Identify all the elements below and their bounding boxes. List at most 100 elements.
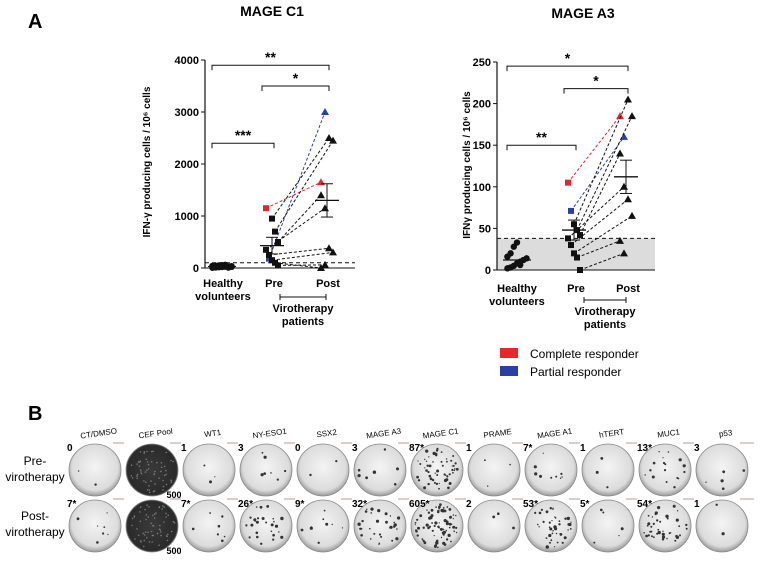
spot	[391, 539, 394, 542]
spot	[424, 458, 426, 461]
pre-point	[571, 250, 577, 257]
spot	[434, 521, 438, 525]
spot	[375, 519, 380, 523]
spot	[139, 520, 142, 523]
spot	[357, 522, 361, 526]
spot	[439, 527, 443, 531]
spot	[248, 536, 251, 539]
spot	[659, 520, 662, 523]
sig-bracket	[506, 144, 577, 151]
spot	[435, 452, 438, 456]
pair-line	[271, 137, 330, 219]
spot	[566, 516, 570, 521]
spot	[676, 510, 679, 512]
spot	[570, 521, 572, 523]
spot	[438, 482, 440, 485]
pair-line	[570, 136, 625, 212]
spot	[414, 524, 416, 526]
spot	[537, 523, 539, 526]
post-point	[329, 136, 337, 144]
spot	[142, 532, 144, 535]
spot	[137, 534, 140, 537]
pair-line	[268, 247, 330, 256]
spot	[136, 475, 138, 477]
spot-count: 5*	[580, 499, 590, 510]
spot	[106, 512, 108, 514]
spot	[165, 451, 167, 454]
spot	[647, 514, 650, 517]
elispot-well	[524, 499, 578, 553]
pre-point	[269, 215, 275, 222]
spot	[154, 470, 156, 473]
spot	[359, 527, 362, 530]
spot	[372, 470, 377, 474]
spot	[417, 526, 420, 530]
spot	[661, 532, 665, 536]
spot	[209, 512, 212, 514]
spot	[147, 531, 149, 534]
spot	[221, 539, 224, 543]
spot	[138, 465, 141, 467]
spot	[360, 534, 363, 537]
spot	[309, 526, 313, 530]
pair-line	[274, 140, 334, 232]
elispot-well	[467, 499, 521, 553]
spot	[364, 510, 368, 513]
spot	[721, 532, 725, 536]
y-tick-label: 1000	[175, 211, 199, 223]
spot-count: 1	[466, 443, 472, 454]
y-tick-label: 0	[193, 263, 199, 275]
spot	[656, 519, 659, 522]
spot	[163, 506, 165, 508]
spot	[540, 508, 544, 511]
spot	[663, 469, 667, 472]
spot	[445, 538, 449, 541]
spot	[393, 525, 396, 528]
spot	[452, 472, 454, 474]
spot	[170, 481, 173, 484]
spot	[144, 531, 147, 533]
spot	[94, 483, 97, 486]
spot	[569, 528, 572, 530]
spot	[423, 486, 427, 490]
spot	[260, 542, 263, 545]
spot	[673, 486, 676, 489]
spot	[270, 472, 272, 474]
spot	[452, 525, 456, 529]
chart-title: MAGE A3	[551, 5, 614, 21]
spot	[662, 457, 664, 459]
spot	[428, 464, 432, 468]
spot	[155, 512, 157, 514]
spot	[154, 483, 156, 485]
spot	[165, 483, 168, 486]
spot	[677, 477, 680, 480]
spot	[309, 473, 312, 477]
spot	[618, 535, 620, 537]
x-label-healthy-1: Healthy	[203, 278, 244, 290]
spot	[440, 536, 443, 539]
spot	[323, 509, 326, 512]
elispot-well	[239, 443, 293, 497]
spot	[553, 546, 556, 548]
elispot-well	[239, 499, 293, 553]
sig-bracket	[563, 88, 629, 94]
spot-count: 3	[352, 443, 358, 454]
spot	[437, 546, 439, 549]
spot	[357, 468, 361, 472]
spot	[416, 475, 419, 479]
y-axis-label: IFNγ producing cells / 10⁶ cells	[462, 91, 473, 239]
spot	[454, 468, 456, 470]
spot	[422, 539, 425, 543]
spot	[395, 537, 399, 541]
pair-line	[570, 198, 629, 246]
spot	[593, 541, 596, 544]
spot	[429, 477, 433, 481]
elispot-well	[467, 443, 521, 497]
spot	[131, 477, 134, 479]
spot	[397, 516, 401, 520]
spot	[159, 531, 162, 533]
spot	[322, 518, 325, 521]
spot	[261, 451, 264, 454]
legend-label-partial: Partial responder	[530, 365, 621, 379]
spot	[721, 487, 725, 491]
